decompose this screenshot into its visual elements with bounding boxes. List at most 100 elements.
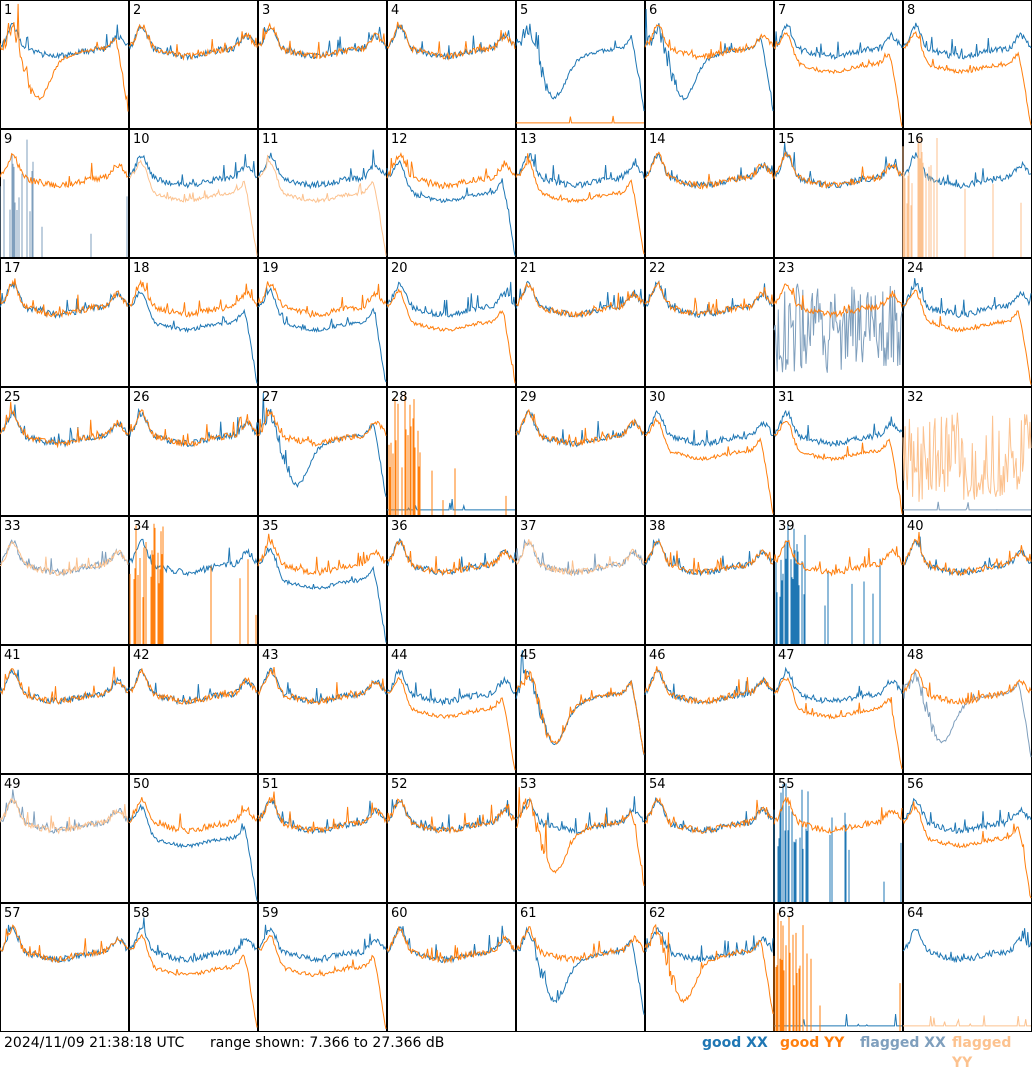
panel-label-15: 15 [778,132,795,147]
panel-frame [903,129,1032,258]
series-xx-35 [257,547,387,643]
series-yy-6 [644,24,774,61]
series-xx-60 [386,925,516,964]
panel-label-64: 64 [907,906,924,921]
panel-label-48: 48 [907,648,924,663]
panel-frame [645,645,774,774]
footer: 2024/11/09 21:38:18 UTC range shown: 7.3… [0,1033,1033,1071]
panel-15: 15 [773,129,903,258]
panel-label-45: 45 [520,648,537,663]
panel-frame [258,0,387,129]
series-yy-5 [516,115,644,124]
panel-frame [903,645,1032,774]
panel-frame [0,516,129,645]
panel-49: 49 [0,774,129,903]
series-yy-41 [0,666,128,705]
panel-frame [645,516,774,645]
series-yy-12 [386,152,516,190]
series-yy-30 [644,417,774,514]
series-xx-17 [0,281,129,319]
panel-frame [516,903,645,1032]
panel-31: 31 [773,387,903,516]
panel-30: 30 [644,387,774,516]
series-xx-31 [773,409,903,448]
series-xx-16 [902,152,1032,189]
panel-label-1: 1 [4,3,12,18]
panel-38: 38 [644,516,774,645]
panel-26: 26 [128,387,258,516]
series-xx-25 [0,404,128,448]
series-yy-53 [515,787,645,886]
series-xx-34 [128,538,258,577]
series-yy-64 [903,1015,1031,1027]
series-xx-30 [644,410,774,448]
panel-17: 17 [0,258,129,387]
panel-51: 51 [257,774,387,903]
panel-1: 1 [0,0,129,129]
series-xx-23 [773,283,903,373]
panel-18: 18 [128,258,258,387]
series-xx-47 [773,666,903,704]
series-yy-55 [773,795,903,834]
series-xx-11 [257,149,387,190]
panel-frame [387,645,516,774]
panel-label-38: 38 [649,519,666,534]
panel-47: 47 [773,645,903,774]
panel-43: 43 [257,645,387,774]
series-yy-54 [644,797,774,834]
series-yy-18 [128,279,258,318]
panel-52: 52 [386,774,516,903]
series-xx-10 [128,154,258,189]
panel-37: 37 [515,516,645,645]
panel-28: 28 [387,387,516,516]
panel-3: 3 [257,0,387,129]
panel-frame [258,516,387,645]
panel-11: 11 [257,129,387,258]
series-yy-3 [257,22,387,60]
panel-label-6: 6 [649,3,657,18]
series-xx-26 [128,407,258,448]
series-yy-20 [386,288,516,384]
panel-label-52: 52 [391,777,408,792]
panel-label-53: 53 [520,777,537,792]
panel-label-51: 51 [262,777,279,792]
series-yy-44 [386,676,516,771]
panel-frame [516,0,645,129]
panel-40: 40 [902,516,1032,645]
panel-frame [774,387,903,516]
panel-frame [387,516,516,645]
series-yy-24 [902,289,1032,385]
panel-label-4: 4 [391,3,399,18]
legend-good-xx: good XX [702,1035,768,1051]
series-yy-40 [902,532,1032,577]
panel-label-62: 62 [649,906,666,921]
legend-good-yy: good YY [780,1035,845,1051]
series-xx-19 [257,286,387,383]
series-yy-46 [644,666,774,706]
series-xx-42 [128,668,258,706]
series-xx-44 [386,668,516,707]
panel-label-46: 46 [649,648,666,663]
series-yy-56 [902,801,1032,899]
series-xx-5 [515,23,645,112]
panel-64: 64 [902,903,1032,1032]
panel-label-12: 12 [391,132,408,147]
series-yy-61 [515,926,645,964]
series-xx-8 [902,22,1032,60]
panel-24: 24 [902,258,1032,387]
panel-12: 12 [386,129,516,258]
series-xx-56 [902,797,1032,834]
panel-frame [0,258,129,387]
panel-label-57: 57 [4,906,21,921]
series-yy-17 [0,278,129,319]
series-yy-59 [257,934,387,1030]
series-yy-7 [773,32,903,127]
panel-label-35: 35 [262,519,279,534]
series-yy-19 [257,281,387,319]
series-xx-12 [386,159,516,256]
series-yy-26 [128,409,258,448]
series-yy-4 [386,21,516,61]
series-yy-14 [644,151,774,190]
panel-label-54: 54 [649,777,666,792]
series-yy-11 [257,154,387,256]
